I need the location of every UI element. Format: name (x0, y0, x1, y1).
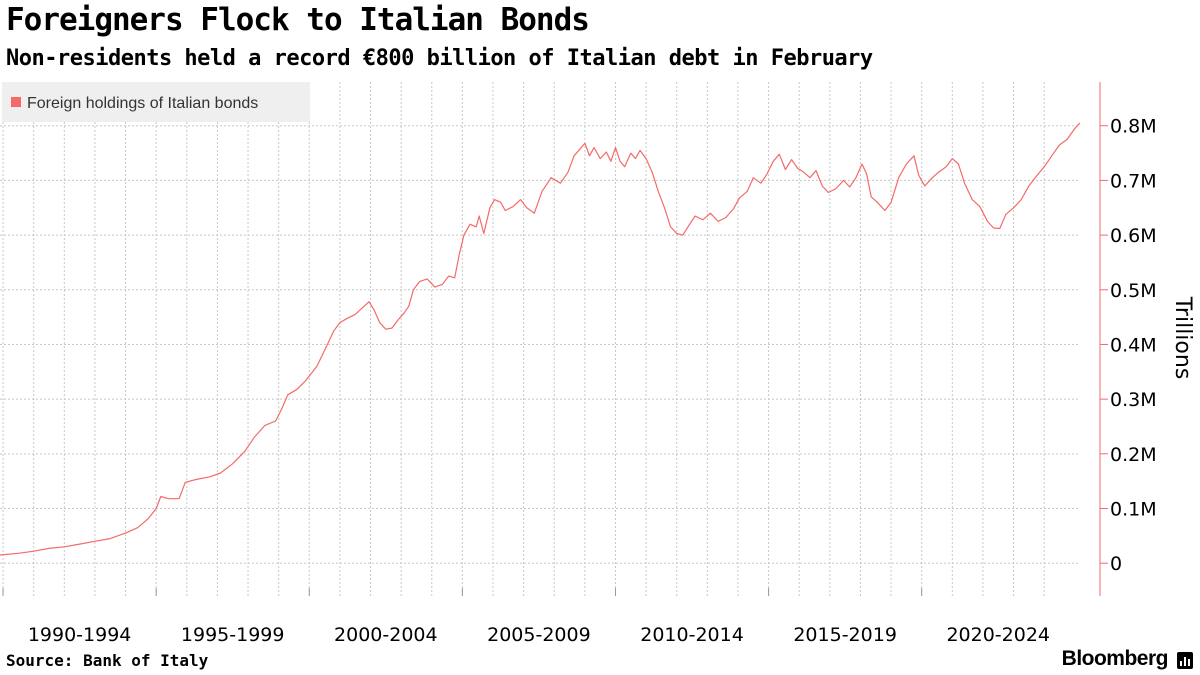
x-tick-label: 2005-2009 (487, 624, 591, 646)
y-tick-label: 0.3M (1110, 389, 1157, 411)
x-tick-label: 2015-2019 (793, 624, 897, 646)
x-axis: 1990-1994 1995-1999 2000-2004 2005-2009 2010… (2, 588, 1050, 646)
y-tick-label: 0.6M (1110, 225, 1157, 247)
y-tick-label: 0.8M (1110, 116, 1157, 138)
series (0, 122, 1081, 556)
x-tick-label: 2010-2014 (640, 624, 744, 646)
y-axis-title: Trillions (1170, 296, 1195, 380)
source-note: Source: Bank of Italy (6, 651, 209, 670)
bloomberg-logo: Bloomberg (1061, 647, 1169, 670)
bloomberg-terminal-icon (1177, 652, 1193, 669)
y-tick-label: 0 (1110, 553, 1122, 575)
x-tick-label: 2020-2024 (946, 624, 1050, 646)
x-tick-label: 1990-1994 (28, 624, 132, 646)
legend-swatch (11, 97, 21, 107)
chart-title: Foreigners Flock to Italian Bonds (6, 2, 590, 38)
chart-subtitle: Non-residents held a record €800 billion… (6, 46, 873, 71)
y-tick-label: 0.2M (1110, 444, 1157, 466)
x-tick-label: 1995-1999 (181, 624, 285, 646)
y-tick-label: 0.4M (1110, 334, 1157, 356)
x-tick-label: 2000-2004 (334, 624, 438, 646)
legend: Foreign holdings of Italian bonds (2, 82, 310, 122)
legend-label: Foreign holdings of Italian bonds (27, 95, 258, 112)
series-line-foreign-holdings (0, 122, 1081, 556)
y-tick-label: 0.5M (1110, 280, 1157, 302)
y-tick-label: 0.7M (1110, 170, 1157, 192)
y-tick-label: 0.1M (1110, 499, 1157, 521)
y-axis: 0 0.1M 0.2M 0.3M 0.4M 0.5M 0.6M 0.7M 0.8M (1099, 82, 1157, 596)
legend-background (2, 82, 310, 122)
gridlines (0, 82, 1080, 596)
